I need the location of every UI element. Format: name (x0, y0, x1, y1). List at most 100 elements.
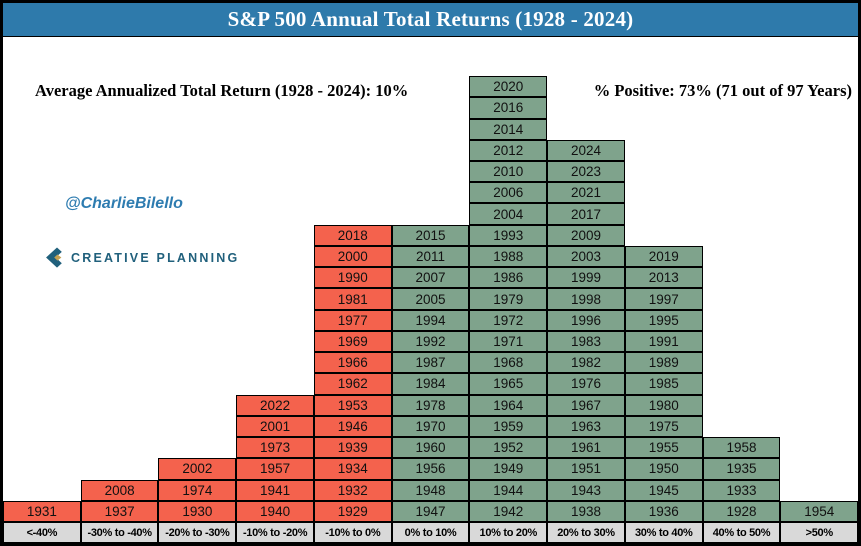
bucket-column: 2008 1937 (80, 479, 159, 522)
year-cell: 1931 (3, 500, 81, 522)
axis-bucket-label: -30% to -40% (80, 522, 159, 543)
chart-region: Average Annualized Total Return (1928 - … (3, 37, 858, 543)
return-histogram: 1931 2008 1937 2002 1974 1930 2022 2001 1973 1957… (3, 76, 858, 522)
year-cell: 1948 (391, 479, 470, 501)
axis-bucket-label: 10% to 20% (469, 522, 548, 543)
year-cell: 2008 (80, 479, 159, 501)
year-cell: 1979 (469, 288, 548, 310)
year-cell: 1944 (469, 479, 548, 501)
year-cell: 1962 (313, 373, 392, 395)
year-cell: 1938 (547, 500, 625, 522)
year-cell: 2012 (469, 139, 548, 162)
year-cell: 1945 (624, 479, 703, 501)
year-cell: 2024 (547, 139, 625, 162)
year-cell: 1982 (547, 352, 625, 374)
year-cell: 1935 (702, 458, 781, 480)
year-cell: 2017 (547, 203, 625, 225)
axis-bucket-label: 30% to 40% (624, 522, 703, 543)
year-cell: 2000 (313, 245, 392, 268)
year-cell: 1991 (624, 330, 703, 353)
year-cell: 1955 (624, 437, 703, 459)
year-cell: 1968 (469, 352, 548, 374)
title-bar: S&P 500 Annual Total Returns (1928 - 202… (3, 3, 858, 37)
year-cell: 1973 (236, 437, 314, 459)
year-cell: 1970 (391, 415, 470, 438)
bucket-column: 2019 2013 1997 1995 1991 1989 1985 1980 1975 1955… (624, 245, 703, 522)
bucket-column: 2018 2000 1990 1981 1977 1969 1966 1962 1953 1946… (313, 224, 392, 522)
year-cell: 1998 (547, 288, 625, 310)
year-cell: 2002 (158, 458, 237, 480)
year-cell: 1940 (236, 500, 314, 522)
year-cell: 2004 (469, 203, 548, 225)
year-cell: 1993 (469, 224, 548, 246)
year-cell: 2015 (391, 224, 470, 246)
year-cell: 1936 (624, 500, 703, 522)
year-cell: 1942 (469, 500, 548, 522)
year-cell: 1961 (547, 437, 625, 459)
creative-planning-logo: CREATIVE PLANNING (43, 247, 239, 268)
year-cell: 1974 (158, 479, 237, 501)
axis-bucket-label: <-40% (3, 522, 81, 543)
year-cell: 1971 (469, 330, 548, 353)
year-cell: 1996 (547, 309, 625, 331)
year-cell: 1933 (702, 479, 781, 501)
year-cell: 2010 (469, 161, 548, 183)
year-cell: 1972 (469, 309, 548, 331)
year-cell: 1964 (469, 394, 548, 416)
year-cell: 1950 (624, 458, 703, 480)
year-cell: 2018 (313, 224, 392, 246)
creative-planning-logo-text: CREATIVE PLANNING (71, 250, 240, 265)
year-cell: 1928 (702, 500, 781, 522)
bucket-column: 2022 2001 1973 1957 1941 1940 (236, 394, 314, 522)
year-cell: 2021 (547, 182, 625, 204)
avg-return-annotation: Average Annualized Total Return (1928 - … (35, 81, 409, 100)
year-cell: 1956 (391, 458, 470, 480)
year-cell: 1951 (547, 458, 625, 480)
page-title: S&P 500 Annual Total Returns (1928 - 202… (227, 7, 634, 31)
year-cell: 1983 (547, 330, 625, 353)
year-cell: 2022 (236, 394, 314, 416)
year-cell: 1987 (391, 352, 470, 374)
axis-bucket-label: 0% to 10% (391, 522, 470, 543)
year-cell: 1977 (313, 309, 392, 331)
year-cell: 1980 (624, 394, 703, 416)
year-cell: 1992 (391, 330, 470, 353)
year-cell: 1941 (236, 479, 314, 501)
year-cell: 1966 (313, 352, 392, 374)
year-cell: 1985 (624, 373, 703, 395)
year-cell: 2005 (391, 288, 470, 310)
axis-bucket-label: -10% to 0% (313, 522, 392, 543)
axis-bucket-label: >50% (780, 522, 858, 543)
axis-bucket-label: -10% to -20% (236, 522, 314, 543)
year-cell: 1975 (624, 415, 703, 438)
year-cell: 2009 (547, 224, 625, 246)
year-cell: 1986 (469, 267, 548, 289)
year-cell: 1988 (469, 245, 548, 268)
year-cell: 1965 (469, 373, 548, 395)
axis-bucket-label: 20% to 30% (547, 522, 625, 543)
x-axis-bucket-labels: <-40% -30% to -40% -20% to -30% -10% to -20… (3, 522, 858, 543)
bucket-column: 2002 1974 1930 (158, 458, 237, 522)
year-cell: 2020 (469, 76, 548, 98)
year-cell: 1969 (313, 330, 392, 353)
percent-positive-annotation: % Positive: 73% (71 out of 97 Years) (593, 81, 852, 100)
creative-planning-logo-icon (43, 247, 64, 268)
year-cell: 2013 (624, 267, 703, 289)
year-cell: 1984 (391, 373, 470, 395)
year-cell: 1959 (469, 415, 548, 438)
year-cell: 1990 (313, 267, 392, 289)
year-cell: 1947 (391, 500, 470, 522)
year-cell: 2003 (547, 245, 625, 268)
bucket-column: 2020 2016 2014 2012 2010 2006 2004 1993 1988 1986… (469, 76, 548, 522)
year-cell: 1952 (469, 437, 548, 459)
axis-bucket-label: 40% to 50% (702, 522, 781, 543)
year-cell: 1957 (236, 458, 314, 480)
year-cell: 2007 (391, 267, 470, 289)
year-cell: 1954 (780, 500, 858, 522)
year-cell: 1978 (391, 394, 470, 416)
bucket-column: 1931 (3, 500, 81, 522)
bucket-column: 1958 1935 1933 1928 (702, 437, 781, 522)
year-cell: 1960 (391, 437, 470, 459)
author-watermark: @CharlieBilello (65, 195, 183, 212)
